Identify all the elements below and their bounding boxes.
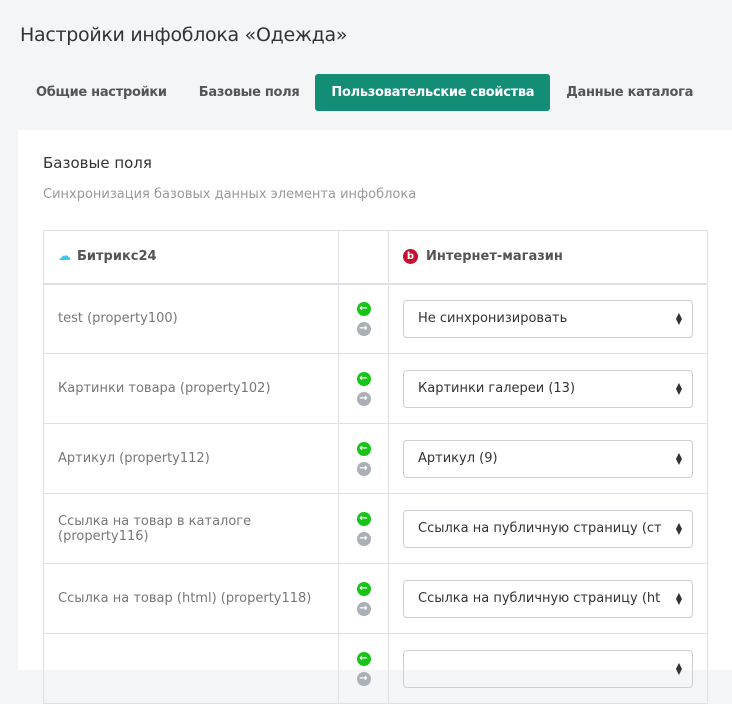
tab-general[interactable]: Общие настройки	[36, 85, 167, 100]
mapping-cell: ▲ ▼	[388, 633, 708, 704]
select-caret-icon: ▲ ▼	[675, 380, 682, 396]
table-row: test (property100) ← → Не синхронизироват…	[43, 283, 708, 354]
sync-direction: ← →	[338, 493, 389, 564]
section-title: Базовые поля	[43, 154, 152, 172]
table-row: Артикул (property112) ← → Артикул (9) ▲ ▼	[43, 423, 708, 494]
table-row: Ссылка на товар (html) (property118) ← → …	[43, 563, 708, 634]
field-name	[43, 633, 339, 704]
arrow-left-icon[interactable]: ←	[356, 371, 371, 386]
arrow-right-icon[interactable]: →	[356, 391, 371, 406]
header-label: Интернет-магазин	[426, 249, 563, 265]
tab-base-fields[interactable]: Базовые поля	[198, 85, 300, 100]
mapping-cell: Ссылка на публичную страницу (ст ▲ ▼	[388, 493, 708, 564]
select-caret-icon: ▲ ▼	[675, 520, 682, 536]
mapping-table: ☁ Битрикс24 b Интернет-магазин test (prope…	[43, 230, 708, 704]
field-select[interactable]: Картинки галереи (13) ▲ ▼	[403, 369, 693, 408]
select-value: Не синхронизировать	[418, 311, 568, 327]
field-select[interactable]: Ссылка на публичную страницу (ст ▲ ▼	[403, 509, 693, 548]
mapping-cell: Картинки галереи (13) ▲ ▼	[388, 353, 708, 424]
select-caret-icon: ▲ ▼	[675, 660, 682, 676]
select-value: Ссылка на публичную страницу (ст	[418, 521, 662, 536]
sync-direction: ← →	[338, 563, 389, 634]
mapping-cell: Не синхронизировать ▲ ▼	[388, 283, 708, 354]
tabs: Общие настройки Базовые поля Пользовател…	[20, 74, 709, 111]
arrow-right-icon[interactable]: →	[356, 531, 371, 546]
section-subtitle: Синхронизация базовых данных элемента ин…	[43, 187, 417, 202]
field-select[interactable]: Не синхронизировать ▲ ▼	[403, 299, 693, 338]
mapping-cell: Артикул (9) ▲ ▼	[388, 423, 708, 494]
header-bitrix24: ☁ Битрикс24	[43, 230, 339, 285]
tab-user-properties[interactable]: Пользовательские свойства	[315, 74, 551, 111]
arrow-right-icon[interactable]: →	[356, 671, 371, 686]
table-row: ← → ▲ ▼	[43, 633, 708, 704]
tab-catalog-data[interactable]: Данные каталога	[566, 85, 694, 100]
field-select[interactable]: Ссылка на публичную страницу (ht ▲ ▼	[403, 579, 693, 618]
sync-direction: ← →	[338, 633, 389, 704]
header-label: Битрикс24	[77, 249, 157, 265]
settings-card: Базовые поля Синхронизация базовых данны…	[18, 130, 732, 704]
select-caret-icon: ▲ ▼	[675, 310, 682, 326]
arrow-right-icon[interactable]: →	[356, 321, 371, 336]
select-value: Картинки галереи (13)	[418, 381, 576, 396]
arrow-left-icon[interactable]: ←	[356, 511, 371, 526]
arrow-left-icon[interactable]: ←	[356, 581, 371, 596]
sync-direction: ← →	[338, 283, 389, 354]
header-sync	[338, 230, 389, 285]
arrow-left-icon[interactable]: ←	[356, 301, 371, 316]
page-title: Настройки инфоблока «Одежда»	[20, 24, 348, 46]
arrow-right-icon[interactable]: →	[356, 601, 371, 616]
header-shop: b Интернет-магазин	[388, 230, 708, 285]
sync-direction: ← →	[338, 353, 389, 424]
sync-direction: ← →	[338, 423, 389, 494]
field-name: Артикул (property112)	[43, 423, 339, 494]
arrow-left-icon[interactable]: ←	[356, 441, 371, 456]
field-select[interactable]: ▲ ▼	[403, 649, 693, 688]
select-caret-icon: ▲ ▼	[675, 450, 682, 466]
arrow-right-icon[interactable]: →	[356, 461, 371, 476]
field-name: Ссылка на товар в каталоге (property116)	[43, 493, 339, 564]
table-row: Ссылка на товар в каталоге (property116)…	[43, 493, 708, 564]
field-name: test (property100)	[43, 283, 339, 354]
bitrix-logo-icon: b	[403, 249, 418, 265]
select-value: Ссылка на публичную страницу (ht	[418, 591, 661, 606]
arrow-left-icon[interactable]: ←	[356, 651, 371, 666]
select-value: Артикул (9)	[418, 451, 498, 466]
field-select[interactable]: Артикул (9) ▲ ▼	[403, 439, 693, 478]
select-caret-icon: ▲ ▼	[675, 590, 682, 606]
cloud-icon: ☁	[58, 249, 71, 265]
mapping-cell: Ссылка на публичную страницу (ht ▲ ▼	[388, 563, 708, 634]
field-name: Ссылка на товар (html) (property118)	[43, 563, 339, 634]
table-row: Картинки товара (property102) ← → Картинк…	[43, 353, 708, 424]
field-name: Картинки товара (property102)	[43, 353, 339, 424]
